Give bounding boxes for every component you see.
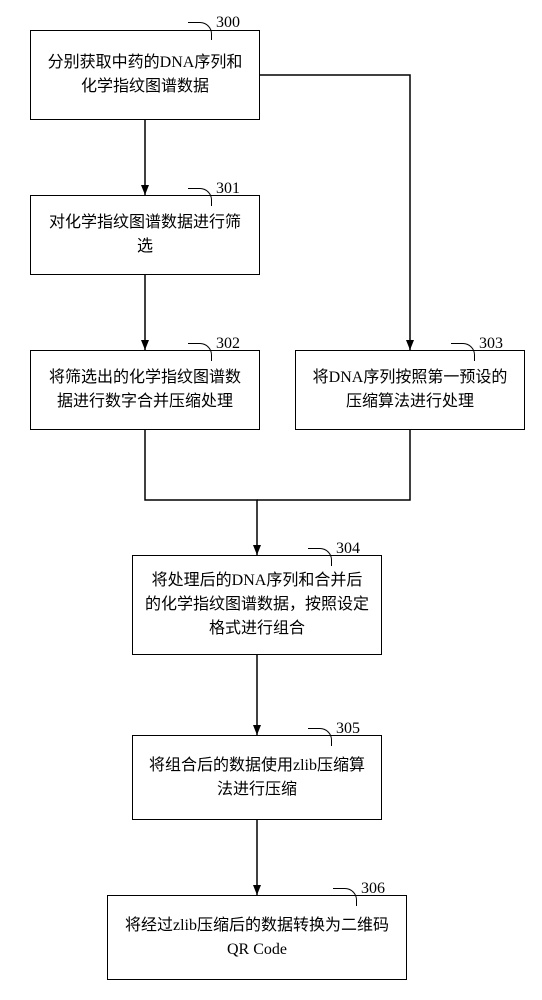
edge-305-306 — [0, 0, 542, 1000]
